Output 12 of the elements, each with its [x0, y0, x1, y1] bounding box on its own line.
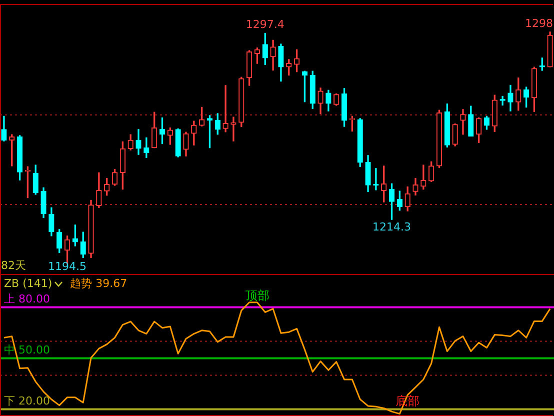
annotation: 1194.5 — [48, 260, 87, 273]
chart-title: ZB (141) — [4, 277, 52, 290]
annotation: 1214.3 — [372, 220, 412, 234]
text: 趋势 39.67 — [70, 277, 128, 290]
annotation: 82天 — [1, 258, 26, 272]
annotation: 顶部 — [245, 288, 270, 302]
ref-line-label: 中 50.00 — [4, 344, 50, 357]
ref-line-label: 上 80.00 — [4, 292, 50, 306]
ref-line-label: 下 20.00 — [4, 394, 50, 408]
annotation: 1297.4 — [246, 18, 284, 32]
annotation: 1298 — [525, 16, 553, 30]
candlestick — [222, 85, 228, 132]
